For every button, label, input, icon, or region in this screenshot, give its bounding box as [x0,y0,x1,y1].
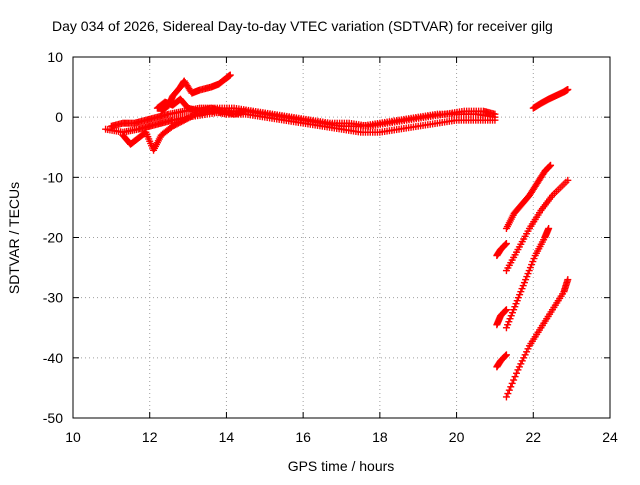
x-tick-label: 18 [372,429,388,445]
y-tick-label: 0 [55,109,63,125]
data-points [102,71,572,401]
data-point [501,307,509,315]
data-point [505,386,513,394]
data-point [504,390,512,398]
data-point [242,107,250,115]
y-tick-label: -40 [43,350,63,366]
data-point [547,161,555,169]
x-tick-label: 22 [525,429,541,445]
x-tick-label: 24 [602,429,618,445]
data-point [511,373,519,381]
y-tick-label: -10 [43,169,63,185]
y-tick-label: 10 [47,49,63,65]
x-tick-label: 12 [142,429,158,445]
data-point [502,352,510,360]
y-tick-label: -20 [43,230,63,246]
x-tick-label: 14 [219,429,235,445]
data-point [491,110,499,118]
data-point [546,162,554,170]
data-point [513,369,521,377]
axis-ticks: 10 12 14 16 18 20 22 24 10 0 -10 -20 -30 -40 -50 [43,49,618,445]
x-tick-label: 20 [449,429,465,445]
data-point [508,379,516,387]
data-point [545,163,553,171]
data-point [564,85,572,93]
y-tick-label: -50 [43,410,63,426]
y-axis-title: SDTVAR / TECUs [6,182,22,294]
data-point [226,71,234,79]
chart-title: Day 034 of 2026, Sidereal Day-to-day VTE… [52,18,553,34]
x-tick-label: 16 [295,429,311,445]
data-point [491,116,499,124]
y-tick-label: -30 [43,290,63,306]
data-point [502,306,510,314]
data-point [564,276,572,284]
data-point [510,376,518,384]
data-point [502,240,510,248]
data-point [507,383,515,391]
data-point [501,352,509,360]
data-point [502,306,510,314]
data-point [564,176,572,184]
data-point [501,241,509,249]
x-axis-title: GPS time / hours [288,458,395,474]
data-point [545,224,553,232]
data-point [502,393,510,401]
x-tick-label: 10 [65,429,81,445]
data-point [502,351,510,359]
data-point [502,240,510,248]
